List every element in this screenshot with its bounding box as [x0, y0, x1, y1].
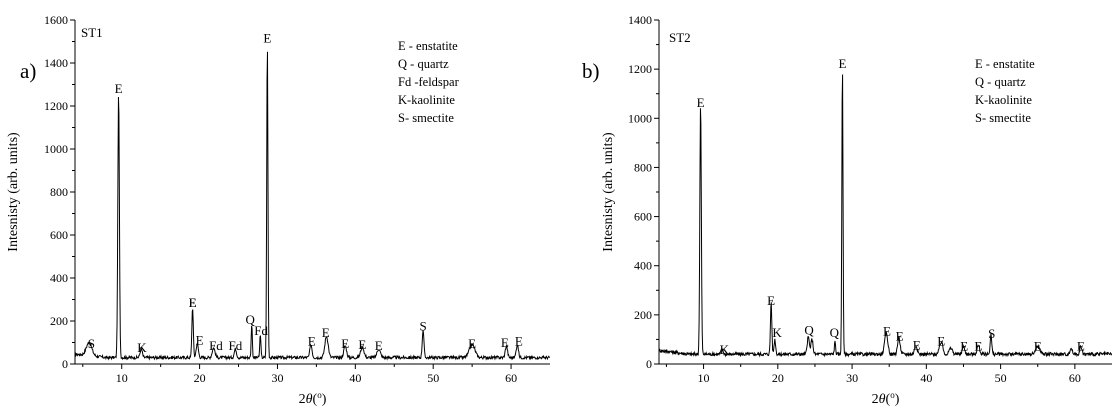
x-tick-label: 10 — [116, 371, 128, 385]
peak-annotation: E — [838, 56, 846, 71]
y-tick-label: 1200 — [44, 99, 68, 113]
peak-annotation: Fd — [209, 338, 223, 353]
panel-label: a) — [20, 59, 36, 83]
peak-annotation: E — [974, 338, 982, 353]
peak-annotation: E — [196, 333, 204, 348]
x-tick-label: 40 — [349, 371, 361, 385]
peak-annotation: E — [913, 337, 921, 352]
legend-entry: E - enstatite — [975, 57, 1035, 71]
peak-annotation: E — [767, 293, 775, 308]
y-tick-label: 400 — [634, 259, 652, 273]
y-tick-label: 800 — [634, 160, 652, 174]
x-tick-label: 20 — [772, 371, 784, 385]
peak-annotation: E — [115, 81, 123, 96]
x-tick-label: 30 — [271, 371, 283, 385]
x-axis-label: 2θ(o) — [299, 390, 327, 407]
peak-annotation: Q — [804, 323, 814, 338]
panel-st1: 0 200 400 600 800 1000 1200 1400 1600 10 20 30 40 50 6… — [6, 13, 550, 407]
x-tick-label: 60 — [1069, 371, 1081, 385]
peak-annotation: S — [988, 326, 995, 341]
y-tick-label: 1400 — [44, 56, 68, 70]
peak-annotation: E — [697, 95, 705, 110]
y-tick-label: 600 — [50, 228, 68, 242]
legend-entry: S- smectite — [398, 111, 454, 125]
y-tick-label: 200 — [634, 308, 652, 322]
y-tick-label: 600 — [634, 210, 652, 224]
y-tick-label: 1000 — [628, 111, 652, 125]
y-tick-label: 1000 — [44, 142, 68, 156]
peak-annotation: E — [468, 336, 476, 351]
legend-entry: K-kaolinite — [398, 93, 455, 107]
x-tick-label: 50 — [995, 371, 1007, 385]
sample-label: ST2 — [669, 30, 691, 45]
peak-annotation: E — [189, 295, 197, 310]
peak-annotation: Q — [830, 325, 840, 340]
y-tick-label: 0 — [646, 357, 652, 371]
y-tick-label: 200 — [50, 314, 68, 328]
x-tick-label: 30 — [846, 371, 858, 385]
peak-annotation: E — [322, 325, 330, 340]
panel-label: b) — [582, 59, 600, 83]
peak-annotation: E — [358, 337, 366, 352]
peak-annotation: E — [501, 335, 509, 350]
x-axis-label: 2θ(o) — [872, 390, 900, 407]
peak-annotation: E — [308, 334, 316, 349]
y-axis-label: Intesnisty (arb. units) — [601, 132, 616, 252]
y-tick-label: 400 — [50, 271, 68, 285]
peak-annotation: Q — [246, 312, 256, 327]
legend-entry: Fd -feldspar — [398, 75, 460, 89]
legend-entry: Q - quartz — [398, 57, 449, 71]
x-tick-label: 40 — [920, 371, 932, 385]
peak-annotation: E — [515, 334, 523, 349]
peak-annotation: K — [720, 342, 730, 357]
panel-st2: 0 200 400 600 800 1000 1200 1400 10 20 30 40 50 60 2θ(… — [582, 13, 1112, 407]
x-tick-label: 60 — [505, 371, 517, 385]
legend-entry: Q - quartz — [975, 75, 1026, 89]
y-tick-label: 0 — [62, 357, 68, 371]
x-tick-label: 10 — [698, 371, 710, 385]
peak-annotation: E — [189, 295, 197, 310]
peak-annotation: E — [341, 336, 349, 351]
peak-annotation: E — [883, 324, 891, 339]
peak-annotation: Fd — [254, 323, 268, 338]
x-tick-label: 50 — [427, 371, 439, 385]
peak-annotation: E — [896, 329, 904, 344]
peak-annotation: K — [137, 340, 147, 355]
peak-annotation: E — [937, 334, 945, 349]
peak-annotation: E — [1077, 338, 1085, 353]
peak-annotation: K — [772, 325, 782, 340]
legend-entry: K-kaolinite — [975, 93, 1032, 107]
xrd-pattern-line — [659, 74, 1112, 358]
y-tick-label: 1400 — [628, 13, 652, 27]
y-tick-label: 800 — [50, 185, 68, 199]
xrd-pattern-line — [75, 51, 550, 361]
peak-annotation: S — [88, 336, 95, 351]
y-axis-label: Intesnisty (arb. units) — [6, 132, 21, 252]
x-tick-label: 20 — [194, 371, 206, 385]
y-tick-label: 1600 — [44, 13, 68, 27]
peak-annotation: E — [1034, 338, 1042, 353]
peak-annotation: S — [419, 319, 426, 334]
peak-annotation: Fd — [229, 338, 243, 353]
legend-entry: E - enstatite — [398, 39, 458, 53]
peak-annotation: E — [960, 338, 968, 353]
peak-annotation: E — [263, 31, 271, 46]
peak-annotation: E — [375, 338, 383, 353]
legend-entry: S- smectite — [975, 111, 1031, 125]
sample-label: ST1 — [81, 25, 103, 40]
y-tick-label: 1200 — [628, 62, 652, 76]
